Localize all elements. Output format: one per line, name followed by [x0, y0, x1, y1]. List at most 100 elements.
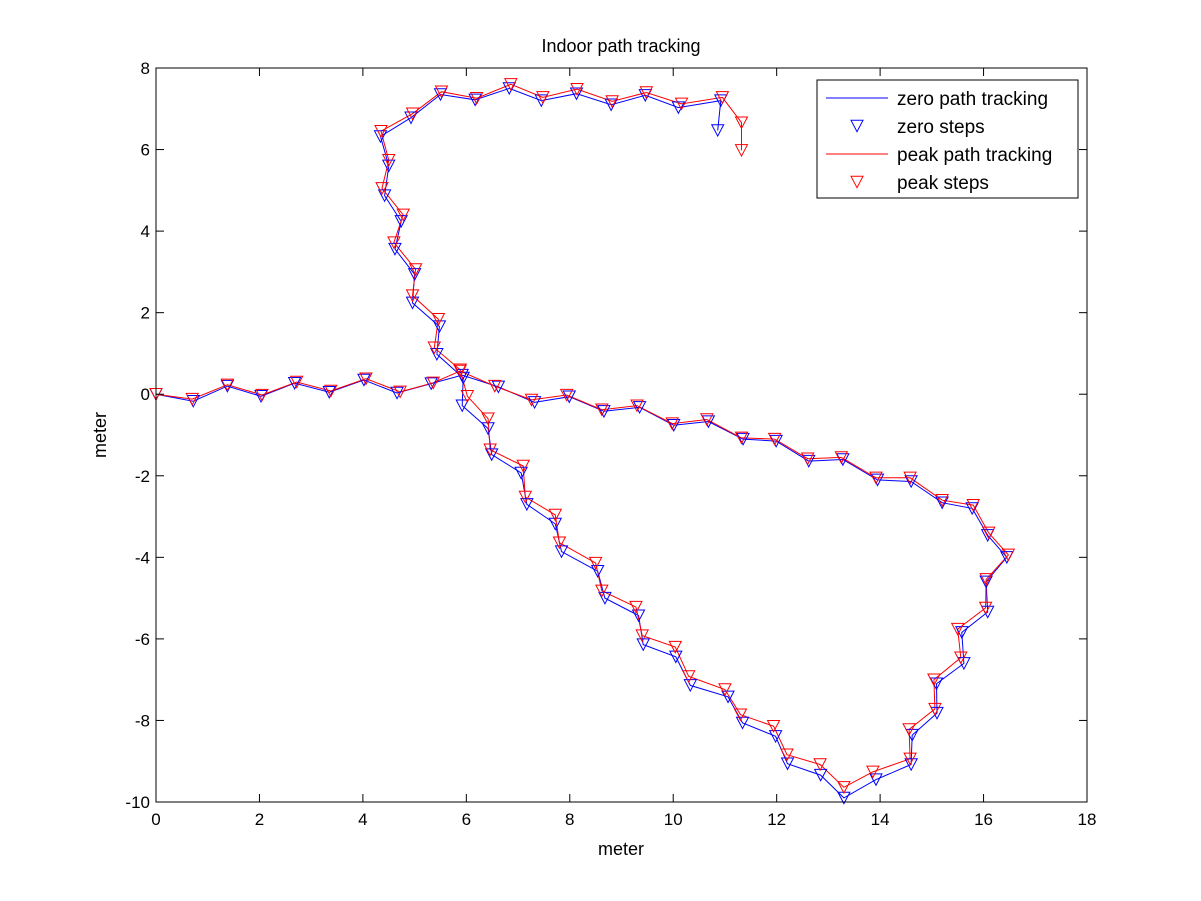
point-peak-steps [570, 83, 584, 96]
y-tick-label: 8 [141, 59, 150, 78]
point-peak-steps [674, 97, 689, 111]
point-peak-steps [359, 372, 373, 386]
point-peak-steps [700, 413, 714, 427]
point-peak-steps [387, 236, 401, 250]
point-peak-steps [483, 443, 497, 457]
point-peak-steps [393, 385, 407, 399]
point-zero-steps [631, 609, 646, 623]
x-tick-label: 4 [358, 810, 367, 829]
point-zero-steps [287, 377, 302, 390]
point-peak-steps [635, 629, 650, 643]
point-zero-steps [502, 82, 517, 96]
point-peak-steps [981, 526, 996, 540]
point-zero-steps [373, 130, 388, 144]
point-zero-steps [388, 242, 402, 256]
x-axis-label: meter [598, 839, 644, 859]
point-peak-steps [715, 91, 730, 105]
y-tick-label: 2 [141, 304, 150, 323]
point-peak-steps [903, 752, 917, 766]
x-tick-label: 16 [974, 810, 993, 829]
point-peak-steps [668, 640, 683, 654]
point-zero-steps [484, 448, 499, 462]
legend-label-peak-path-tracking: peak path tracking [897, 145, 1052, 166]
point-peak-steps [405, 289, 420, 303]
point-peak-steps [979, 573, 993, 587]
point-peak-steps [595, 403, 609, 417]
x-tick-label: 18 [1078, 810, 1097, 829]
point-peak-steps [503, 78, 518, 92]
point-peak-steps [902, 723, 916, 737]
point-peak-steps [426, 376, 441, 390]
point-peak-steps [516, 459, 531, 473]
point-peak-steps [928, 702, 942, 716]
x-tick-label: 12 [767, 810, 786, 829]
point-zero-steps [468, 93, 482, 107]
x-tick-label: 2 [255, 810, 264, 829]
point-peak-steps [733, 708, 748, 722]
point-zero-steps [322, 385, 337, 399]
x-tick-label: 6 [462, 810, 471, 829]
series-zero-path-tracking [155, 87, 1008, 799]
point-peak-steps [548, 508, 563, 522]
y-tick-label: -6 [135, 630, 150, 649]
point-zero-steps [935, 496, 950, 510]
point-peak-steps [375, 182, 389, 196]
point-peak-steps [220, 378, 235, 392]
y-tick-label: -10 [125, 793, 150, 812]
point-peak-steps [681, 670, 696, 684]
legend-label-zero-steps: zero steps [897, 117, 985, 138]
point-peak-steps [431, 312, 446, 326]
legend-items: zero path tracking zero steps peak path tr… [826, 89, 1052, 194]
y-axis-label: meter [90, 412, 110, 458]
x-tick-label: 0 [151, 810, 160, 829]
point-zero-steps [721, 690, 735, 704]
point-peak-steps [408, 263, 423, 277]
axes-box [155, 67, 1088, 803]
legend-swatch-peak-steps [850, 175, 864, 189]
legend-box [816, 79, 1079, 199]
point-peak-steps [767, 432, 782, 446]
point-peak-steps [552, 536, 567, 550]
point-zero-steps [407, 268, 422, 282]
y-tick-label: -4 [135, 548, 150, 567]
point-peak-steps [950, 622, 965, 636]
chart-title: Indoor path tracking [541, 36, 700, 56]
point-peak-steps [255, 388, 269, 402]
ticks-layer: 0 2 4 6 8 10 12 14 16 18 -10 -8 -6 -4 -2 0 2 4 6 8 [125, 59, 1096, 829]
legend-label-peak-steps: peak steps [897, 173, 989, 194]
point-zero-steps [780, 757, 795, 771]
point-peak-steps [1001, 548, 1016, 562]
point-peak-steps [639, 86, 654, 100]
point-peak-steps [834, 451, 849, 465]
point-zero-steps [604, 98, 618, 112]
point-peak-steps [605, 95, 620, 109]
x-tick-label: 8 [565, 810, 574, 829]
point-peak-steps [734, 116, 749, 130]
point-peak-steps [289, 375, 304, 389]
point-peak-steps [734, 431, 749, 445]
point-zero-steps [491, 380, 506, 394]
point-peak-steps [935, 494, 950, 508]
point-zero-steps [965, 502, 980, 516]
series-peak-steps [149, 78, 1016, 795]
point-peak-steps [524, 393, 539, 407]
point-peak-steps [536, 91, 550, 105]
point-peak-steps [460, 390, 475, 404]
legend-label-zero-path-tracking: zero path tracking [897, 89, 1048, 110]
x-tick-label: 10 [664, 810, 683, 829]
series-peak-path-tracking [155, 83, 1010, 788]
series-line-peak-path-tracking [155, 83, 1010, 788]
series-line-zero-path-tracking [155, 87, 1008, 799]
point-zero-steps [405, 296, 420, 310]
point-peak-steps [813, 758, 827, 772]
point-peak-steps [374, 125, 388, 138]
point-peak-steps [405, 107, 420, 121]
point-zero-steps [432, 320, 447, 334]
point-peak-steps [434, 85, 449, 99]
point-zero-steps [666, 419, 681, 432]
point-zero-steps [390, 386, 404, 400]
point-peak-steps [323, 384, 338, 398]
y-tick-label: 6 [141, 141, 150, 160]
point-peak-steps [978, 601, 993, 615]
point-peak-steps [869, 471, 883, 485]
